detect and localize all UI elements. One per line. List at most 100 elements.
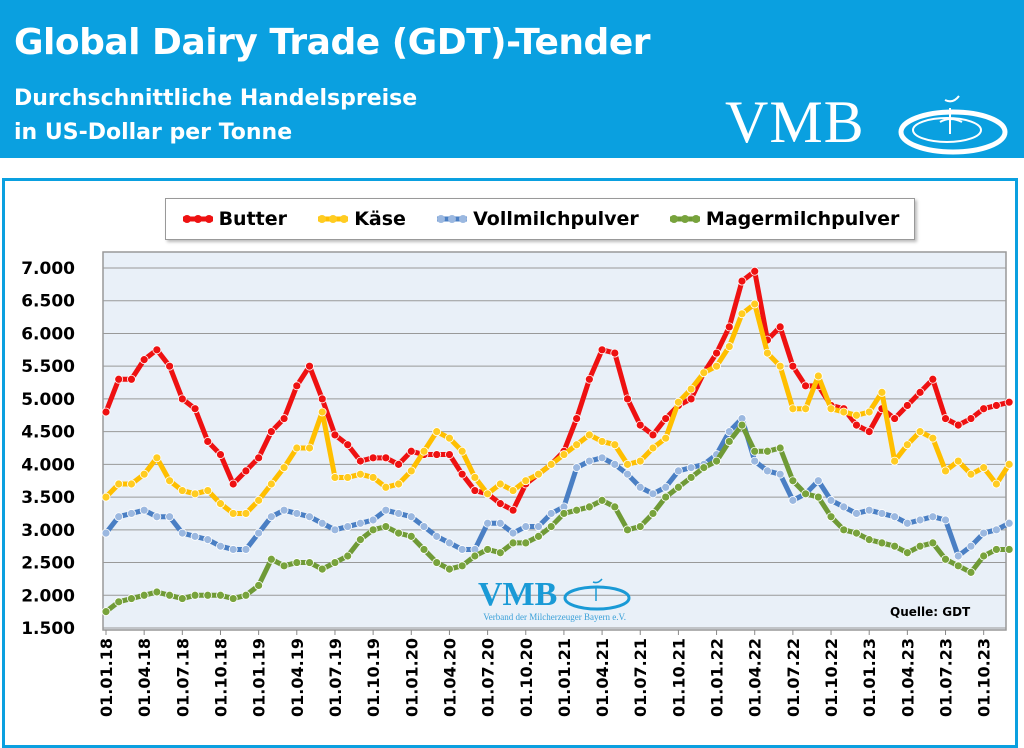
data-point-vollmilchpulver — [623, 469, 632, 479]
data-point-butter — [368, 453, 378, 463]
data-point-magermilchpulver — [597, 495, 607, 505]
data-point-vollmilchpulver — [1004, 518, 1014, 528]
data-point-magermilchpulver — [343, 551, 353, 561]
data-point-vollmilchpulver — [597, 453, 607, 463]
source-note: Quelle: GDT — [890, 605, 971, 619]
data-point-magermilchpulver — [890, 541, 900, 551]
watermark-logo: VMB Verband der Milcherzeuger Bayern e.V… — [478, 578, 631, 622]
data-point-kaese — [674, 397, 683, 407]
data-point-magermilchpulver — [228, 594, 238, 603]
data-point-magermilchpulver — [381, 522, 391, 531]
x-tick-label: 01.07.19 — [326, 638, 345, 717]
watermark-logo-text: VMB — [478, 576, 558, 613]
data-point-kaese — [661, 433, 671, 443]
data-point-magermilchpulver — [495, 548, 505, 558]
data-point-vollmilchpulver — [750, 456, 760, 466]
data-point-kaese — [508, 486, 518, 495]
data-point-butter — [216, 450, 225, 459]
data-point-magermilchpulver — [1004, 545, 1014, 554]
data-point-butter — [597, 345, 607, 355]
data-point-vollmilchpulver — [534, 522, 543, 531]
data-point-butter — [979, 404, 989, 414]
data-point-magermilchpulver — [801, 489, 810, 499]
data-point-vollmilchpulver — [953, 551, 963, 561]
x-tick-label: 01.01.20 — [402, 638, 421, 717]
data-point-vollmilchpulver — [445, 538, 454, 548]
data-point-magermilchpulver — [648, 509, 658, 518]
data-point-vollmilchpulver — [763, 466, 772, 476]
data-point-vollmilchpulver — [152, 512, 162, 522]
data-point-vollmilchpulver — [890, 512, 900, 522]
data-point-vollmilchpulver — [674, 466, 683, 476]
data-point-kaese — [254, 495, 264, 505]
data-point-butter — [457, 469, 467, 479]
y-tick-label: 6.000 — [21, 324, 75, 344]
data-point-butter — [928, 374, 938, 384]
data-point-kaese — [534, 469, 543, 479]
data-point-magermilchpulver — [305, 558, 314, 567]
data-point-magermilchpulver — [241, 590, 251, 600]
data-point-vollmilchpulver — [139, 505, 149, 515]
data-point-vollmilchpulver — [114, 512, 124, 522]
data-point-vollmilchpulver — [216, 541, 225, 551]
data-point-magermilchpulver — [190, 590, 200, 600]
data-point-butter — [852, 420, 861, 430]
page-title: Global Dairy Trade (GDT)-Tender — [14, 22, 651, 63]
y-tick-label: 7.000 — [21, 259, 75, 279]
x-tick-label: 01.10.21 — [669, 638, 688, 717]
data-point-magermilchpulver — [992, 545, 1001, 554]
data-point-butter — [788, 361, 798, 371]
data-point-magermilchpulver — [979, 551, 989, 561]
data-point-magermilchpulver — [317, 564, 327, 574]
data-point-magermilchpulver — [737, 420, 747, 430]
data-point-vollmilchpulver — [228, 545, 238, 554]
data-point-vollmilchpulver — [915, 515, 925, 525]
data-point-kaese — [979, 463, 989, 473]
data-point-magermilchpulver — [635, 522, 645, 531]
data-point-kaese — [190, 489, 200, 499]
data-point-magermilchpulver — [432, 558, 442, 567]
data-point-butter — [292, 381, 302, 391]
data-point-magermilchpulver — [152, 587, 162, 597]
legend-label-kaese: Käse — [354, 208, 406, 230]
data-point-butter — [610, 348, 620, 358]
data-point-butter — [330, 430, 340, 440]
data-point-butter — [114, 374, 124, 384]
data-point-vollmilchpulver — [406, 512, 416, 522]
data-point-magermilchpulver — [712, 456, 721, 466]
data-point-magermilchpulver — [266, 554, 276, 564]
data-point-kaese — [775, 361, 785, 371]
data-point-magermilchpulver — [330, 558, 340, 567]
data-point-magermilchpulver — [941, 554, 950, 564]
data-point-vollmilchpulver — [165, 512, 175, 522]
legend-item-vollmilchpulver: Vollmilchpulver — [435, 208, 639, 230]
data-point-vollmilchpulver — [203, 535, 213, 545]
data-point-magermilchpulver — [852, 528, 861, 538]
chart-legend: Butter Käse Vollmilchpulver Magermilchpu… — [165, 198, 915, 240]
data-point-kaese — [266, 479, 276, 489]
data-point-vollmilchpulver — [813, 476, 823, 486]
data-point-butter — [686, 394, 696, 404]
data-point-magermilchpulver — [406, 531, 416, 541]
data-point-vollmilchpulver — [724, 427, 734, 437]
data-point-magermilchpulver — [788, 476, 798, 486]
subtitle-line-1: Durchschnittliche Handelspreise — [14, 86, 418, 111]
x-tick-label: 01.10.23 — [975, 638, 994, 717]
vmb-logo-icon — [898, 95, 1008, 155]
data-point-magermilchpulver — [661, 492, 671, 502]
data-point-butter — [508, 505, 518, 515]
watermark-subtitle: Verband der Milcherzeuger Bayern e.V. — [483, 612, 627, 622]
data-point-butter — [203, 437, 213, 446]
data-point-butter — [661, 414, 671, 423]
legend-swatch-butter — [182, 215, 213, 223]
y-tick-label: 5.500 — [21, 357, 75, 377]
legend-item-magermilchpulver: Magermilchpulver — [668, 208, 899, 230]
data-point-butter — [139, 355, 149, 365]
x-tick-label: 01.04.19 — [288, 638, 307, 717]
data-point-vollmilchpulver — [992, 525, 1001, 535]
data-point-magermilchpulver — [610, 502, 620, 512]
data-point-kaese — [966, 469, 976, 479]
x-tick-label: 01.07.22 — [784, 638, 803, 717]
data-point-butter — [317, 394, 327, 404]
data-point-vollmilchpulver — [279, 505, 289, 515]
